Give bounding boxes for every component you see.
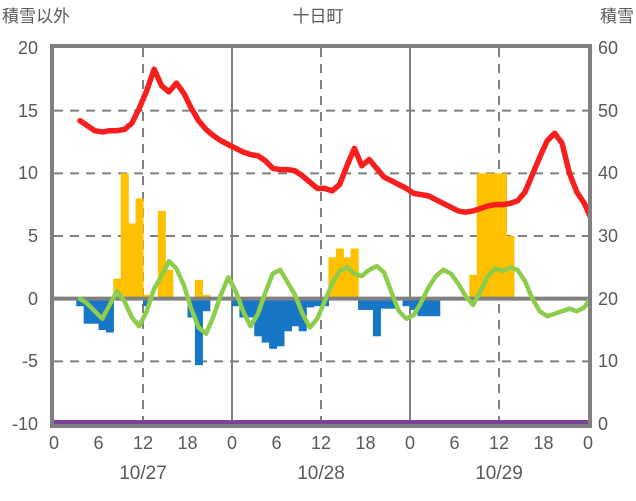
bar	[246, 298, 255, 318]
bar	[143, 298, 152, 307]
y-axis-left-tick: 20	[17, 38, 38, 58]
bar	[83, 298, 92, 324]
chart-canvas	[54, 48, 588, 424]
bar	[157, 210, 166, 299]
bar	[469, 274, 478, 299]
x-axis-day-label: 10/29	[475, 463, 523, 484]
bar	[306, 298, 315, 308]
bar	[76, 298, 85, 307]
bar	[417, 298, 426, 317]
left-axis-title: 積雪以外	[2, 7, 70, 26]
bar	[424, 298, 433, 317]
y-axis-right-tick: 60	[598, 38, 619, 58]
bar	[283, 298, 292, 332]
green-line-series	[77, 258, 588, 337]
x-axis-tick: 0	[582, 433, 593, 453]
bar	[135, 198, 144, 299]
y-axis-right-tick: 0	[598, 414, 609, 434]
x-axis-tick: 18	[177, 433, 198, 453]
x-axis-tick: 0	[48, 433, 59, 453]
bar	[276, 298, 285, 347]
x-axis-tick: 12	[488, 433, 510, 453]
chart-title: 十日町	[292, 7, 344, 26]
y-axis-left-tick: -10	[11, 414, 38, 434]
bar	[291, 298, 300, 327]
bar	[491, 173, 500, 299]
bar	[128, 223, 137, 299]
bar	[387, 298, 396, 309]
bar	[402, 298, 411, 307]
bar	[380, 298, 389, 309]
x-axis-day-label: 10/28	[297, 463, 345, 484]
x-axis-tick: 0	[404, 433, 415, 453]
bar	[165, 269, 174, 299]
y-axis-right-tick: 10	[598, 351, 619, 372]
bar	[269, 298, 278, 349]
x-axis-tick: 12	[132, 433, 154, 453]
x-axis-tick: 18	[355, 433, 376, 453]
red-line-series	[77, 66, 588, 219]
x-axis-tick: 18	[533, 433, 554, 453]
x-axis-tick: 12	[310, 433, 332, 453]
bar	[410, 298, 419, 310]
bar	[202, 298, 211, 312]
x-axis-tick: 6	[93, 433, 104, 453]
right-axis-title: 積雪	[600, 7, 634, 26]
bar	[313, 298, 322, 307]
bar	[120, 173, 129, 299]
bar	[365, 298, 374, 310]
x-axis-tick: 6	[271, 433, 282, 453]
y-axis-right-tick: 30	[598, 226, 619, 246]
y-axis-left-tick: 0	[27, 288, 38, 309]
y-axis-left-tick: 10	[17, 163, 38, 184]
x-axis-tick: 6	[449, 433, 460, 453]
bar	[476, 173, 485, 299]
y-axis-right-tick: 40	[598, 163, 619, 184]
bar	[358, 298, 367, 310]
bar	[232, 298, 241, 307]
bar	[484, 173, 493, 299]
bar	[328, 257, 337, 299]
bar	[343, 257, 352, 299]
y-axis-right-tick: 20	[598, 288, 619, 309]
bar	[432, 298, 441, 317]
y-axis-left-tick: 15	[17, 100, 38, 121]
y-axis-right-tick: 50	[598, 100, 619, 121]
bar	[105, 298, 114, 333]
bar	[261, 298, 270, 343]
bar	[194, 298, 203, 366]
bar	[113, 278, 122, 299]
bar	[499, 173, 508, 299]
y-axis-left-tick: -5	[21, 351, 38, 372]
x-axis-tick: 0	[226, 433, 237, 453]
bar	[372, 298, 381, 337]
y-axis-left-tick: 5	[27, 226, 38, 246]
bar	[194, 279, 203, 299]
plot-area	[50, 44, 592, 428]
x-axis-day-label: 10/27	[119, 463, 167, 484]
